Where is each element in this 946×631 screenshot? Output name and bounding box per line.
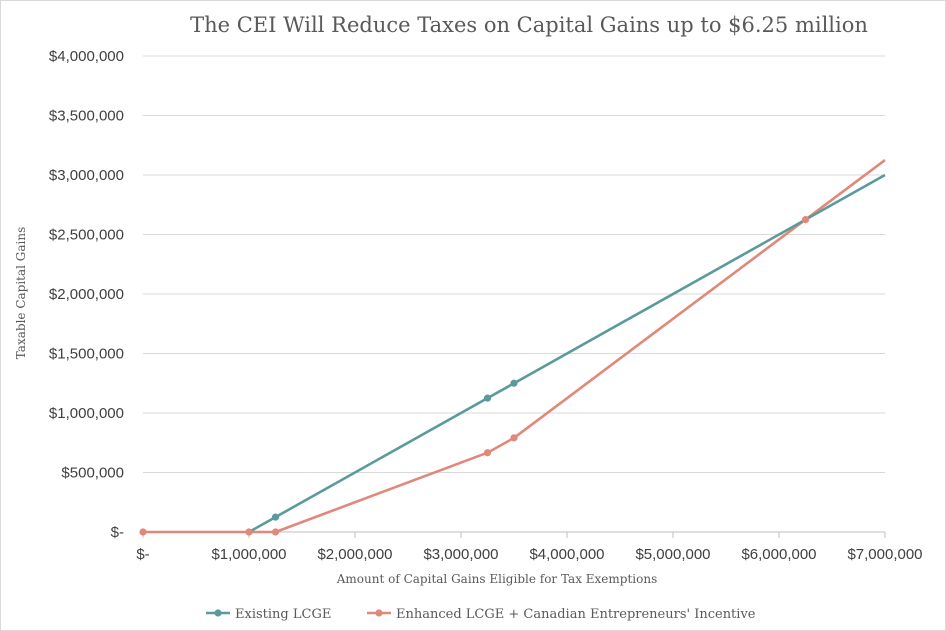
- x-tick-label: $4,000,000: [529, 546, 604, 563]
- x-tick-label: $-: [136, 546, 149, 563]
- x-tick-label: $7,000,000: [847, 546, 922, 563]
- y-tick-label: $3,500,000: [49, 108, 124, 125]
- data-point-1: [510, 434, 518, 442]
- y-tick-label: $2,500,000: [49, 227, 124, 244]
- y-axis-title: Taxable Capital Gains: [14, 227, 28, 360]
- legend-label-1: Enhanced LCGE + Canadian Entrepreneurs' …: [396, 607, 756, 622]
- data-point-0: [271, 513, 280, 521]
- x-axis-title: Amount of Capital Gains Eligible for Tax…: [336, 572, 657, 586]
- y-axis-ticks: $- $500,000 $1,000,000 $1,500,000 $2,000,000…: [49, 48, 124, 541]
- x-tick-label: $1,000,000: [211, 546, 286, 563]
- y-tick-label: $1,500,000: [49, 346, 124, 363]
- legend: Existing LCGE Enhanced LCGE + Canadian En…: [206, 607, 756, 622]
- chart-title: The CEI Will Reduce Taxes on Capital Gai…: [190, 13, 868, 37]
- series-line-1: [143, 159, 886, 534]
- data-point-1: [271, 528, 280, 536]
- legend-label-0: Existing LCGE: [235, 607, 331, 622]
- x-tick-label: $2,000,000: [317, 546, 392, 563]
- x-axis-ticks: $- $1,000,000 $2,000,000 $3,000,000 $4,000,0…: [136, 532, 923, 563]
- data-point-1: [801, 216, 810, 224]
- y-tick-label: $-: [111, 524, 124, 541]
- y-tick-label: $3,000,000: [49, 167, 124, 184]
- data-point-1: [139, 528, 147, 536]
- y-tick-label: $1,000,000: [49, 405, 124, 422]
- x-tick-label: $3,000,000: [423, 546, 498, 563]
- y-tick-label: $2,000,000: [49, 286, 124, 303]
- data-point-0: [510, 379, 518, 387]
- series-lines: [143, 159, 886, 534]
- data-point-1: [483, 449, 492, 457]
- data-point-1: [245, 528, 253, 536]
- series-markers: [139, 216, 810, 536]
- y-tick-label: $4,000,000: [49, 48, 124, 65]
- x-tick-label: $6,000,000: [741, 546, 816, 563]
- legend-marker-0: [214, 609, 222, 617]
- y-tick-label: $500,000: [61, 465, 124, 482]
- data-point-0: [483, 394, 492, 402]
- gridlines: [143, 55, 885, 533]
- x-tick-label: $5,000,000: [635, 546, 710, 563]
- legend-marker-1: [375, 609, 383, 617]
